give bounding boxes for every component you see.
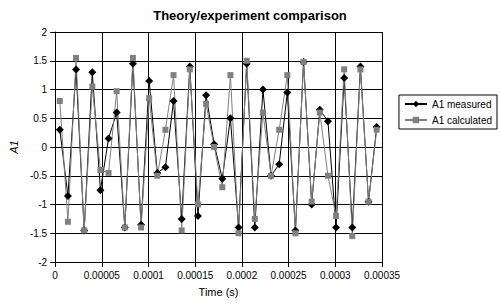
svg-text:-0.5: -0.5 [30, 170, 48, 181]
svg-text:0.00015: 0.00015 [177, 270, 214, 281]
svg-text:-1.5: -1.5 [30, 228, 48, 239]
svg-text:Time (s): Time (s) [199, 286, 239, 298]
svg-text:0.0001: 0.0001 [133, 270, 164, 281]
svg-text:1: 1 [42, 84, 48, 95]
svg-text:A1 calculated: A1 calculated [432, 115, 492, 126]
svg-text:0.0003: 0.0003 [320, 270, 351, 281]
svg-text:-2: -2 [38, 257, 47, 268]
svg-text:A1 measured: A1 measured [432, 99, 491, 110]
svg-text:2: 2 [42, 27, 48, 38]
svg-text:0.5: 0.5 [33, 113, 47, 124]
svg-text:-1: -1 [38, 199, 47, 210]
svg-text:1.5: 1.5 [33, 55, 47, 66]
svg-text:0.0002: 0.0002 [227, 270, 258, 281]
svg-text:0: 0 [42, 142, 48, 153]
svg-text:0.00005: 0.00005 [84, 270, 121, 281]
svg-text:Theory/experiment comparison: Theory/experiment comparison [153, 8, 347, 23]
svg-text:0.00025: 0.00025 [271, 270, 308, 281]
svg-text:A1: A1 [8, 140, 20, 154]
svg-text:0: 0 [52, 270, 58, 281]
svg-text:0.00035: 0.00035 [364, 270, 401, 281]
